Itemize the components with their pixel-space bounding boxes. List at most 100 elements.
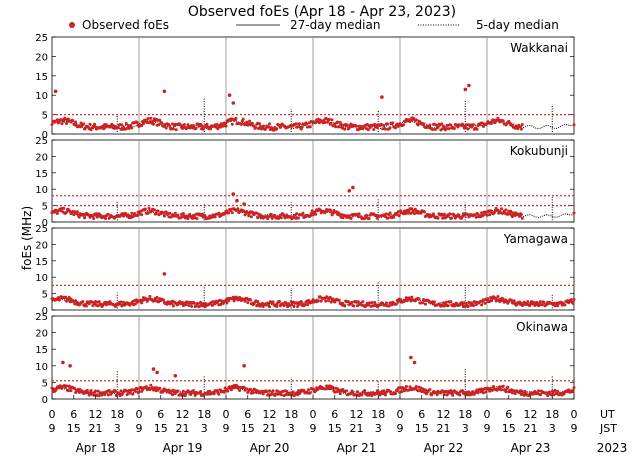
observed-point — [569, 298, 573, 302]
observed-point — [278, 300, 281, 303]
jst-tick-label: 9 — [49, 422, 56, 435]
observed-point — [279, 393, 283, 397]
observed-point — [97, 300, 101, 304]
observed-point — [158, 386, 162, 390]
observed-point — [444, 389, 448, 393]
observed-point — [306, 303, 310, 307]
observed-point — [273, 213, 277, 217]
observed-point — [519, 125, 522, 129]
observed-point — [493, 121, 497, 124]
observed-point — [423, 388, 427, 392]
observed-point — [349, 122, 353, 126]
observed-point — [217, 211, 221, 215]
observed-spike-point — [242, 202, 246, 206]
observed-point — [173, 211, 177, 215]
jst-tick-label: 9 — [571, 422, 578, 435]
ut-tick-label: 0 — [397, 408, 404, 421]
observed-point — [493, 296, 497, 300]
observed-point — [394, 126, 397, 130]
observed-point — [388, 390, 392, 393]
ut-tick-label: 18 — [458, 408, 472, 421]
observed-point — [62, 119, 66, 123]
observed-point — [372, 128, 376, 131]
observed-point — [266, 301, 270, 305]
observed-point — [504, 390, 508, 394]
observed-point — [355, 124, 358, 128]
observed-point — [196, 302, 200, 306]
observed-point — [155, 296, 159, 299]
observed-point — [167, 388, 171, 392]
observed-point — [65, 384, 68, 388]
observed-point — [106, 393, 110, 397]
observed-point — [423, 210, 426, 214]
observed-point — [414, 118, 418, 122]
observed-point — [57, 120, 61, 124]
observed-point — [213, 215, 217, 219]
observed-point — [329, 121, 333, 125]
observed-point — [519, 213, 523, 216]
observed-point — [125, 393, 129, 397]
observed-point — [325, 384, 329, 388]
observed-point — [55, 118, 59, 122]
observed-point — [227, 299, 231, 303]
ut-tick-label: 12 — [263, 408, 277, 421]
observed-point — [490, 122, 493, 125]
observed-point — [370, 394, 374, 398]
observed-point — [449, 300, 453, 304]
chart-title: Observed foEs (Apr 18 - Apr 23, 2023) — [188, 4, 456, 20]
observed-point — [520, 123, 524, 126]
jst-tick-label: 15 — [502, 422, 516, 435]
observed-spike-point — [227, 93, 232, 97]
observed-point — [423, 302, 427, 306]
y-tick-label: 10 — [35, 362, 48, 373]
observed-point — [431, 128, 435, 131]
ut-tick-label: 0 — [136, 408, 143, 421]
observed-point — [171, 304, 175, 308]
observed-point — [162, 214, 166, 218]
observed-point — [502, 300, 506, 304]
observed-point — [152, 122, 155, 126]
observed-point — [294, 122, 298, 126]
y-tick-label: 5 — [42, 378, 48, 389]
observed-point — [208, 389, 212, 393]
observed-point — [171, 393, 174, 397]
observed-point — [394, 392, 397, 395]
observed-point — [500, 207, 503, 211]
observed-point — [399, 298, 403, 302]
legend-27day-label: 27-day median — [290, 18, 380, 32]
observed-point — [140, 124, 144, 128]
observed-point — [192, 301, 196, 305]
ut-tick-label: 0 — [223, 408, 230, 421]
observed-point — [131, 392, 135, 396]
observed-point — [384, 301, 388, 305]
observed-point — [168, 211, 172, 215]
observed-point — [529, 302, 532, 306]
y-tick-label: 0 — [42, 218, 48, 229]
jst-tick-label: 9 — [484, 422, 491, 435]
observed-point — [248, 119, 252, 123]
observed-point — [471, 123, 475, 127]
observed-point — [367, 217, 371, 220]
observed-point — [370, 301, 374, 305]
observed-point — [385, 122, 389, 126]
observed-point — [205, 122, 209, 126]
jst-label: JST — [599, 422, 617, 435]
observed-point — [128, 391, 132, 395]
observed-point — [154, 212, 158, 216]
ut-tick-label: 18 — [545, 408, 559, 421]
observed-point — [512, 299, 516, 303]
observed-point — [143, 207, 147, 211]
observed-point — [330, 118, 334, 122]
day-label: Apr 18 — [76, 441, 116, 455]
observed-point — [432, 212, 435, 216]
ut-tick-label: 12 — [89, 408, 103, 421]
jst-tick-label: 15 — [241, 422, 255, 435]
day-label: Apr 21 — [337, 441, 377, 455]
observed-point — [449, 123, 453, 127]
observed-point — [137, 390, 141, 394]
observed-point — [572, 123, 576, 127]
observed-point — [291, 390, 295, 394]
observed-point — [475, 127, 479, 131]
observed-point — [140, 213, 144, 217]
